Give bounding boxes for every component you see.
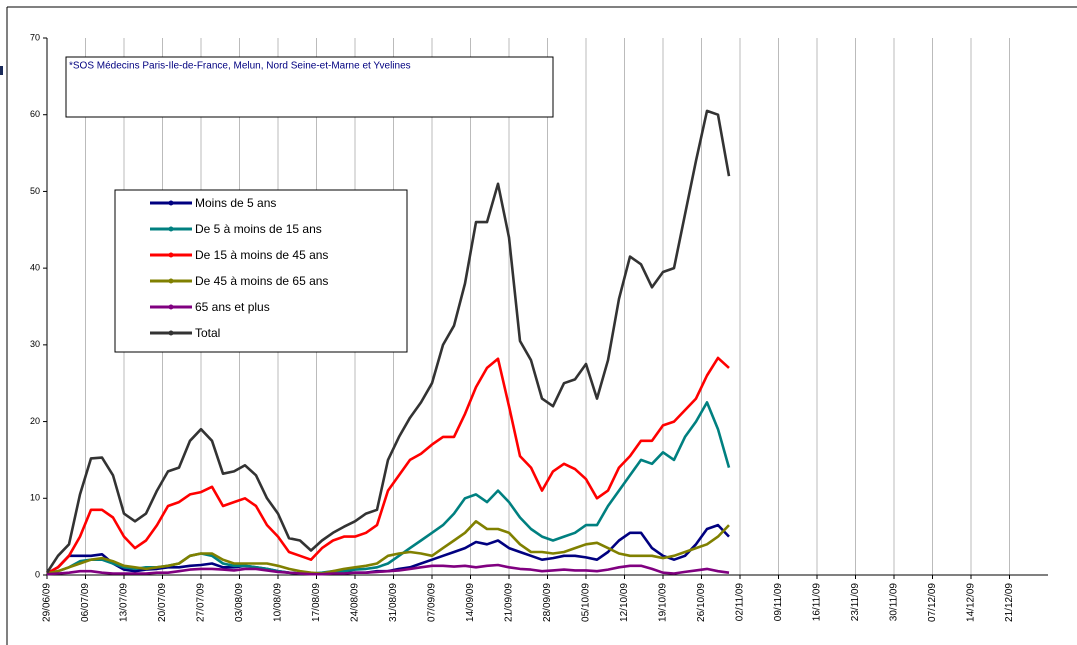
legend-box: [114, 189, 408, 353]
legend-label: Moins de 5 ans: [195, 196, 276, 210]
legend-label: De 15 à moins de 45 ans: [195, 248, 328, 262]
legend-label: De 45 à moins de 65 ans: [195, 274, 328, 288]
x-tick-label: 05/10/09: [581, 583, 592, 622]
legend-marker: [168, 252, 174, 258]
series-line: [45, 109, 731, 574]
y-tick-label: 30: [30, 339, 40, 349]
y-tick-label: 50: [30, 186, 40, 196]
x-tick-label: 23/11/09: [850, 583, 861, 622]
legend-label: Total: [195, 326, 220, 340]
x-tick-label: 03/08/09: [234, 583, 245, 622]
x-tick-label: 07/09/09: [427, 583, 438, 622]
legend-marker: [168, 200, 174, 206]
x-tick-label: 09/11/09: [773, 583, 784, 622]
x-tick-label: 17/08/09: [311, 583, 322, 622]
x-tick-label: 21/12/09: [1004, 583, 1015, 622]
series-line: [46, 356, 730, 575]
y-tick-label: 70: [30, 32, 40, 42]
legend-marker: [168, 304, 174, 310]
x-tick-label: 02/11/09: [735, 583, 746, 622]
y-tick-label: 0: [35, 569, 40, 579]
y-tick-label: 40: [30, 263, 40, 273]
x-tick-label: 06/07/09: [80, 583, 91, 622]
x-tick-label: 07/12/09: [927, 583, 938, 622]
x-tick-label: 24/08/09: [350, 583, 361, 622]
x-tick-label: 14/12/09: [966, 583, 977, 622]
x-tick-label: 28/09/09: [542, 583, 553, 622]
legend-marker: [168, 278, 174, 284]
series-line: [46, 401, 731, 575]
y-tick-label: 10: [30, 493, 40, 503]
x-tick-label: 16/11/09: [812, 583, 823, 622]
legend-marker: [168, 330, 174, 336]
x-tick-label: 10/08/09: [273, 583, 284, 622]
legend-label: 65 ans et plus: [195, 300, 270, 314]
note-box: [65, 56, 554, 118]
x-tick-label: 19/10/09: [658, 583, 669, 622]
edge-mark: [0, 66, 3, 75]
legend-marker: [168, 226, 174, 232]
annotation: *SOS Médecins Paris-Ile-de-France, Melun…: [69, 61, 411, 72]
x-tick-label: 27/07/09: [196, 583, 207, 622]
grid: 0 10 20 30 40 50 60 70 29/06/09 06/07/09 13/07/09 2…: [30, 32, 1048, 622]
x-tick-label: 30/11/09: [889, 583, 900, 622]
x-tick-label: 13/07/09: [119, 583, 130, 622]
x-tick-label: 29/06/09: [42, 583, 53, 622]
x-tick-label: 20/07/09: [157, 583, 168, 622]
x-tick-label: 12/10/09: [619, 583, 630, 622]
x-tick-label: 14/09/09: [465, 583, 476, 622]
lines: [45, 109, 731, 576]
legend-label: De 5 à moins de 15 ans: [195, 222, 322, 236]
y-tick-label: 20: [30, 416, 40, 426]
series-line: [46, 520, 730, 575]
y-tick-label: 60: [30, 109, 40, 119]
legend: Moins de 5 ans De 5 à moins de 15 ans De 1…: [114, 189, 408, 353]
x-tick-label: 26/10/09: [696, 583, 707, 622]
x-tick-label: 31/08/09: [388, 583, 399, 622]
x-tick-label: 21/09/09: [504, 583, 515, 622]
series-line: [46, 563, 730, 576]
